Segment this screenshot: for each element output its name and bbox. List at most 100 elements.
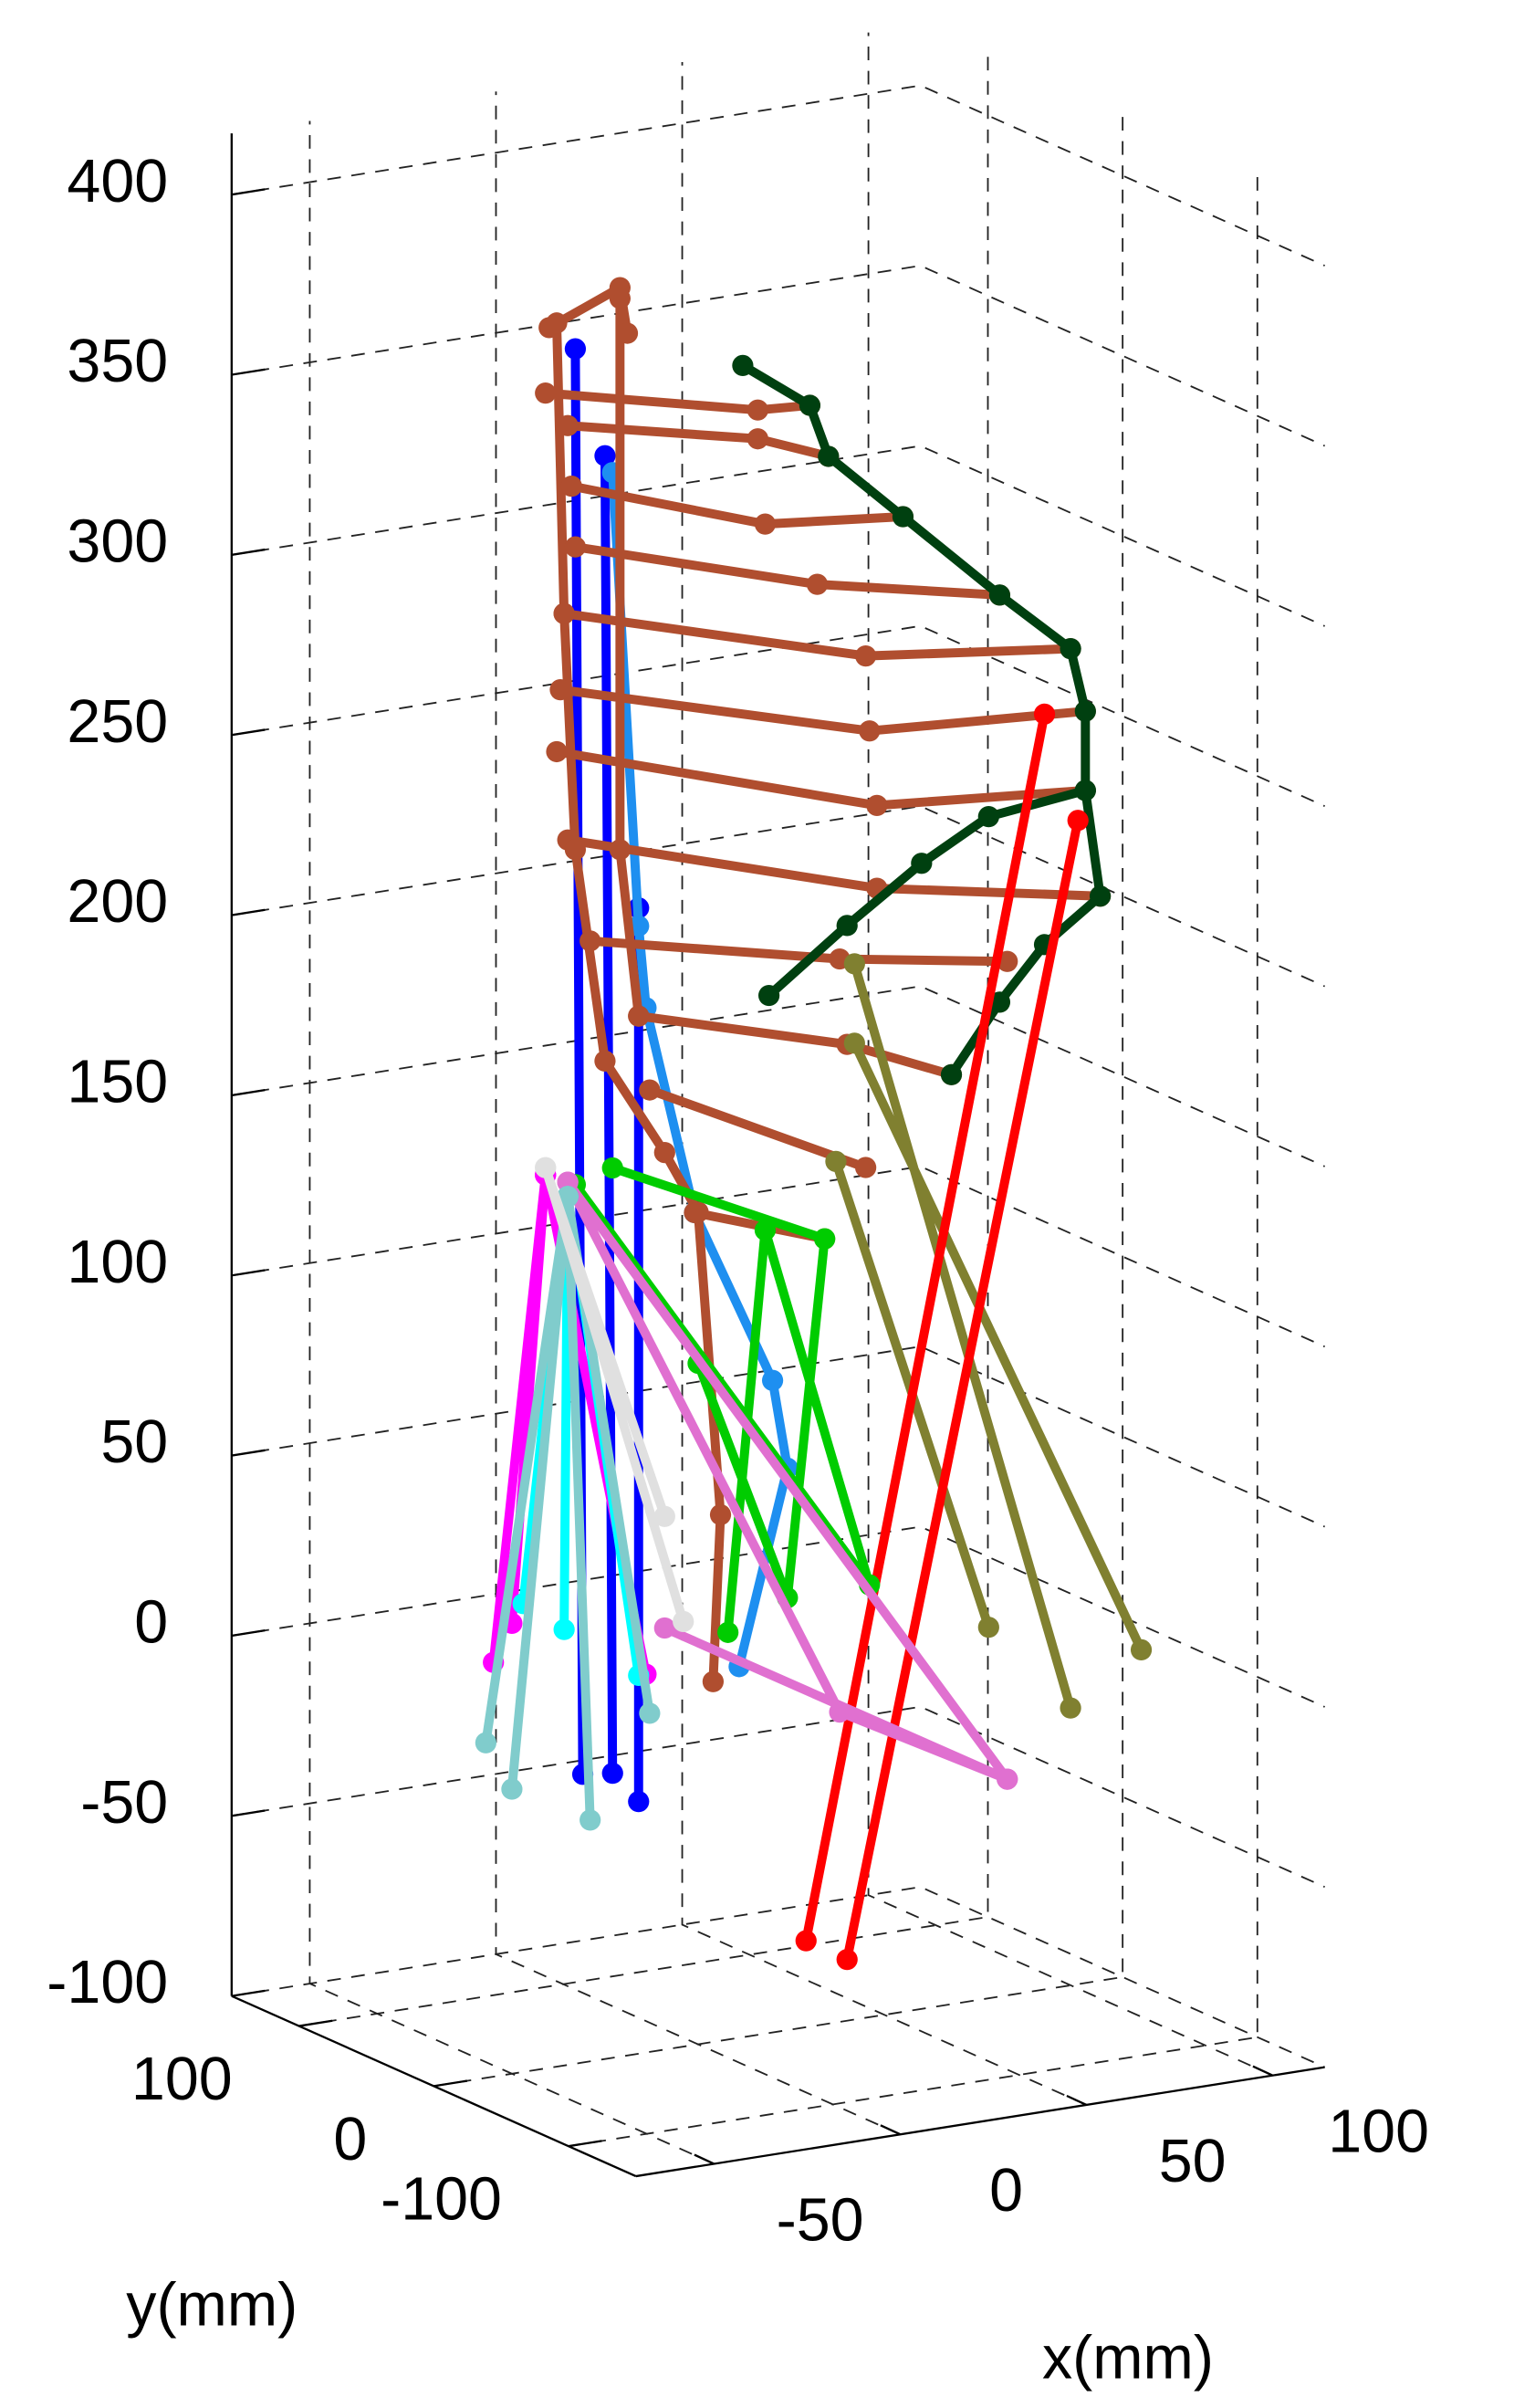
x-tick — [880, 2124, 901, 2136]
x-axis-label: x(mm) — [1042, 2325, 1214, 2392]
point — [818, 445, 840, 467]
point — [754, 1220, 777, 1241]
z-grid-line — [231, 445, 1325, 627]
z-grid-line — [231, 1705, 1325, 1889]
point — [628, 1791, 650, 1813]
z-tick-label: -100 — [47, 1949, 168, 2016]
series-line — [481, 1191, 654, 1825]
point — [579, 930, 601, 952]
point — [892, 506, 914, 528]
z-tick-label: 200 — [67, 868, 168, 936]
point — [560, 476, 582, 497]
x-tick-label: 100 — [1328, 2099, 1429, 2166]
point — [546, 312, 568, 334]
z-grid-line — [231, 84, 1325, 267]
point — [977, 1617, 999, 1638]
point — [855, 1157, 877, 1178]
point — [747, 428, 768, 450]
z-tick — [231, 1809, 266, 1817]
series — [825, 953, 1153, 1719]
point — [564, 338, 587, 360]
point — [535, 382, 557, 404]
z-tick-label: 300 — [67, 508, 168, 575]
point — [594, 1050, 616, 1073]
point — [1089, 885, 1112, 907]
point — [866, 794, 888, 816]
point — [564, 839, 587, 861]
x-axis — [635, 2066, 1325, 2178]
point — [1130, 1638, 1153, 1661]
point — [836, 1949, 858, 1971]
z-tick — [231, 1088, 266, 1097]
x-tick-label: 0 — [989, 2157, 1023, 2225]
point — [1033, 703, 1056, 725]
y-tick — [298, 2019, 333, 2027]
point — [747, 399, 768, 421]
point — [601, 1157, 623, 1179]
point — [553, 1618, 575, 1640]
axes: -100-50050100150200250300350400-1000100-… — [47, 133, 1429, 2254]
z-tick — [231, 188, 266, 196]
point — [859, 720, 881, 742]
z-grid-line — [231, 1886, 1325, 2068]
z-grid-line — [231, 805, 1325, 988]
z-tick — [231, 1269, 266, 1277]
z-grid-line — [231, 265, 1325, 447]
z-tick — [231, 1449, 266, 1457]
point — [594, 445, 616, 466]
point — [1060, 638, 1081, 660]
grid — [231, 32, 1325, 2165]
point — [988, 584, 1011, 606]
point — [639, 1079, 661, 1101]
x-grid-line — [681, 61, 1087, 2106]
z-tick — [231, 728, 266, 737]
point — [1060, 1697, 1081, 1719]
point — [687, 1201, 709, 1223]
point — [977, 806, 999, 828]
point — [653, 1505, 675, 1527]
y-grid-line — [433, 114, 1124, 2088]
point — [757, 984, 780, 1007]
z-tick — [231, 1989, 266, 1997]
point — [997, 1768, 1018, 1790]
point — [911, 853, 933, 874]
y-grid-line — [568, 174, 1258, 2148]
point — [557, 414, 579, 436]
point — [609, 288, 631, 309]
point — [709, 1503, 732, 1526]
point — [475, 1732, 496, 1754]
y-grid-line — [298, 54, 989, 2027]
series — [557, 1171, 1018, 1790]
point — [1067, 810, 1089, 832]
x-grid-line — [308, 120, 715, 2165]
x-tick-label: 50 — [1159, 2128, 1227, 2195]
point — [564, 536, 587, 558]
point — [814, 1228, 836, 1250]
point — [639, 1702, 661, 1724]
z-tick-label: 400 — [67, 148, 168, 215]
z-tick — [231, 908, 266, 916]
point — [940, 1063, 963, 1085]
y-axis-label: y(mm) — [126, 2272, 298, 2340]
point — [988, 991, 1011, 1013]
point — [546, 740, 568, 763]
z-tick-label: -50 — [80, 1769, 168, 1837]
point — [732, 354, 754, 377]
point — [557, 1186, 579, 1208]
point — [628, 1005, 650, 1027]
z-grid-line — [231, 1165, 1325, 1348]
point — [653, 1141, 675, 1164]
point — [754, 513, 777, 535]
x-tick — [1252, 2065, 1273, 2077]
y-tick — [433, 2079, 467, 2088]
z-tick-label: 100 — [67, 1229, 168, 1296]
point — [601, 1763, 623, 1785]
point — [535, 1157, 557, 1178]
point — [829, 1701, 851, 1723]
series — [795, 703, 1089, 1971]
series — [535, 1157, 694, 1632]
point — [549, 678, 571, 701]
point — [806, 573, 829, 595]
